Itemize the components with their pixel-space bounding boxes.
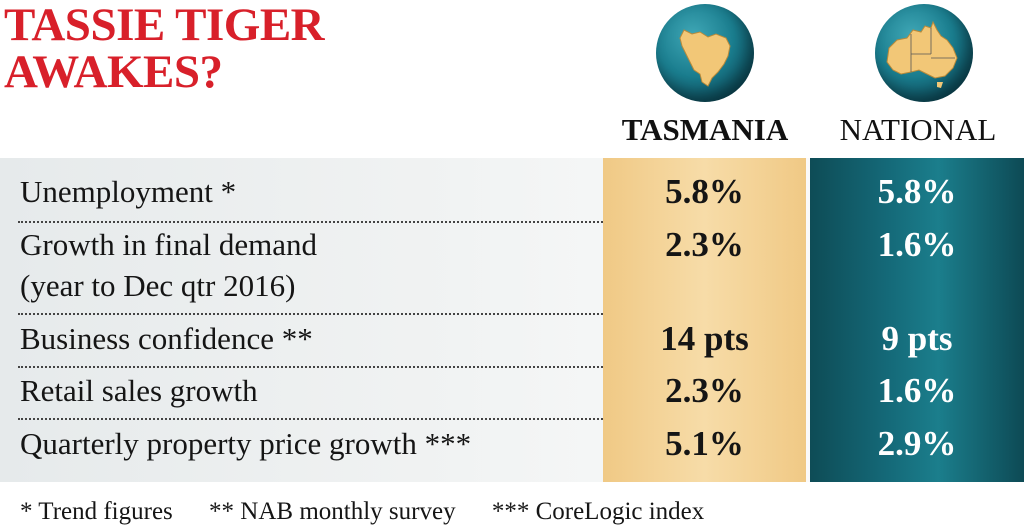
row-divider [18,313,603,315]
row-label: Unemployment * [20,174,237,209]
australia-globe-icon [875,4,973,102]
row-label: Quarterly property price growth *** [20,426,472,461]
national-value: 9 pts [881,319,953,358]
tasmania-column [603,158,806,482]
national-column [810,158,1024,482]
row-label: Growth in final demand [20,227,318,262]
column-header-tasmania: TASMANIA [621,112,789,147]
footnotes: * Trend figures ** NAB monthly survey **… [20,497,734,527]
row-divider [18,418,603,420]
row-divider [18,221,603,223]
row-divider [18,366,603,368]
footnote-trend: * Trend figures [20,498,173,525]
headline-line-1: TASSIE TIGER [4,0,325,51]
tasmania-globe-icon [656,4,754,102]
column-header-national: NATIONAL [839,112,997,147]
row-label: Retail sales growth [20,373,258,408]
national-value: 5.8% [877,172,957,211]
tasmania-value: 5.8% [665,172,744,211]
row-label: Business confidence ** [20,321,313,356]
national-value: 1.6% [877,371,957,410]
tasmania-value: 14 pts [660,319,749,358]
national-value: 1.6% [877,225,957,264]
headline-line-2: AWAKES? [4,46,223,98]
footnote-nab: ** NAB monthly survey [209,498,456,525]
tasmania-value: 2.3% [665,371,744,410]
national-value: 2.9% [877,424,957,463]
tasmania-value: 5.1% [665,424,744,463]
footnote-corelogic: *** CoreLogic index [491,498,705,525]
tasmania-value: 2.3% [665,225,744,264]
row-label-sub: (year to Dec qtr 2016) [20,268,296,303]
headline: TASSIE TIGER AWAKES? [4,0,325,98]
